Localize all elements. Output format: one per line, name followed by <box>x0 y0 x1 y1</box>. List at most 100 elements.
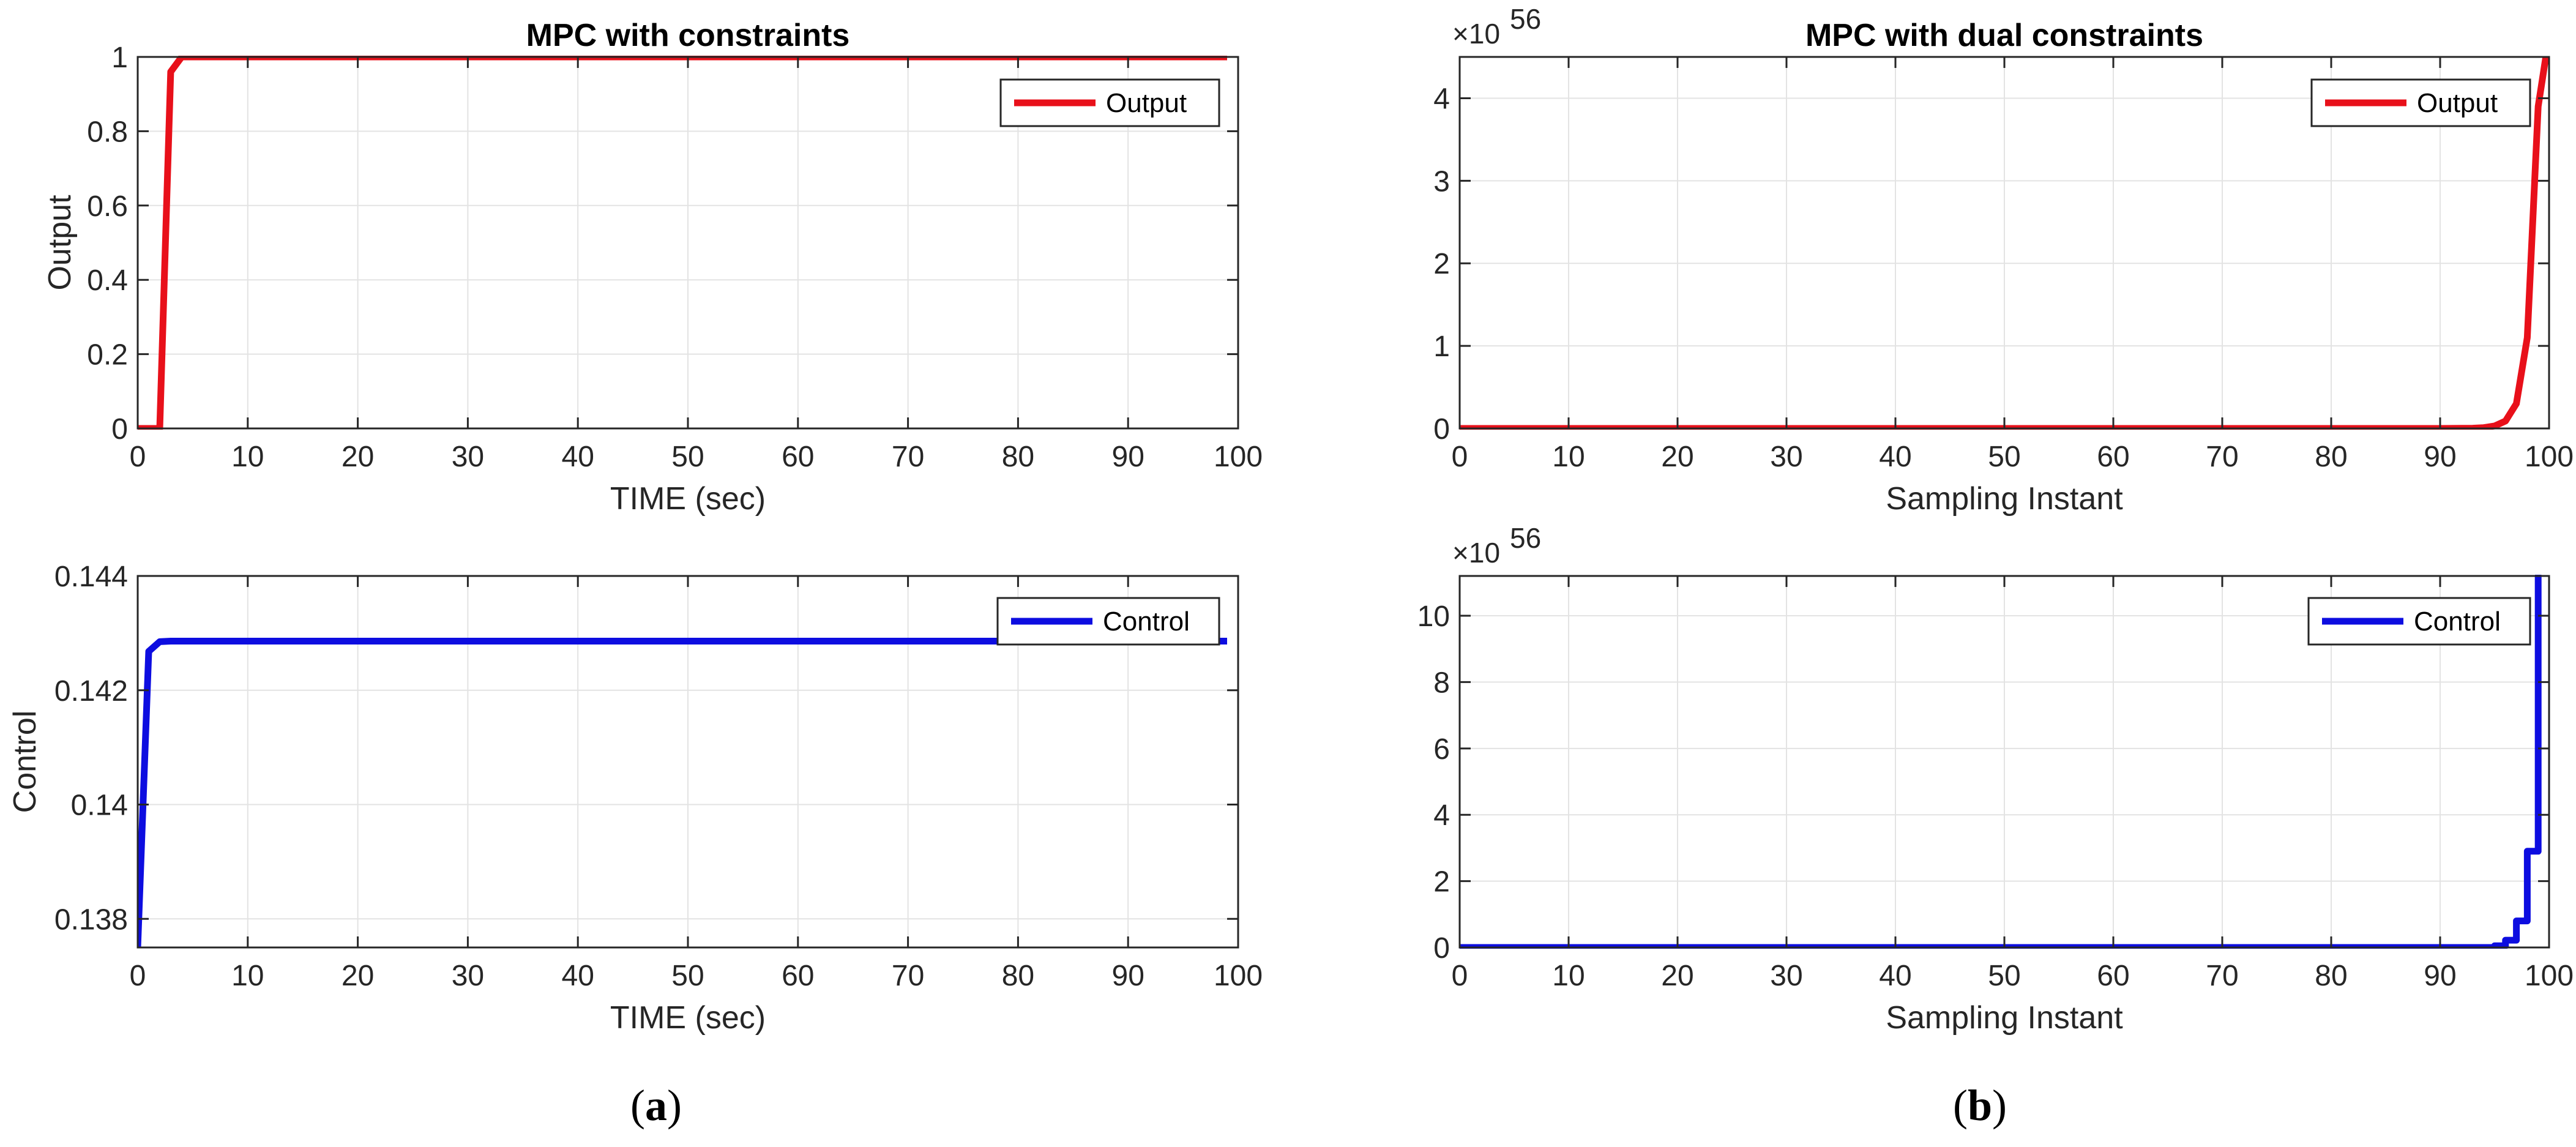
series-line-control <box>138 638 1227 948</box>
x-tick-label: 90 <box>1112 960 1144 992</box>
y-axis-label: Control <box>7 711 43 813</box>
x-tick-label: 40 <box>562 960 594 992</box>
x-tick-label: 90 <box>2424 960 2456 992</box>
x-tick-label: 0 <box>1452 960 1468 992</box>
x-tick-label: 70 <box>892 441 924 473</box>
x-tick-label: 0 <box>130 960 146 992</box>
x-tick-label: 20 <box>342 960 374 992</box>
x-tick-label: 40 <box>1879 441 1911 473</box>
x-axis-label: Sampling Instant <box>1886 481 2123 517</box>
y-tick-label: 0.14 <box>71 790 128 822</box>
y-tick-label: 8 <box>1433 667 1450 699</box>
y-tick-label: 3 <box>1433 165 1450 198</box>
x-tick-label: 10 <box>1552 441 1585 473</box>
exponent-base: ×10 <box>1452 537 1500 569</box>
x-tick-label: 100 <box>1214 960 1263 992</box>
y-tick-label: 0 <box>111 413 128 446</box>
y-tick-label: 2 <box>1433 866 1450 899</box>
x-tick-label: 30 <box>452 960 484 992</box>
x-axis-label: TIME (sec) <box>610 1000 766 1036</box>
x-tick-label: 100 <box>1214 441 1263 473</box>
x-tick-label: 50 <box>671 960 704 992</box>
caption-open-paren: ( <box>1953 1081 1968 1130</box>
x-tick-label: 20 <box>1661 441 1693 473</box>
legend-label: Output <box>2417 88 2498 118</box>
caption-open-paren: ( <box>630 1081 645 1130</box>
x-tick-label: 60 <box>2097 960 2129 992</box>
x-tick-label: 10 <box>1552 960 1585 992</box>
x-tick-label: 70 <box>2206 960 2238 992</box>
y-tick-label: 0.144 <box>54 561 128 593</box>
legend-label: Control <box>1103 607 1190 637</box>
panel-caption-a: (a) <box>630 1081 682 1130</box>
x-tick-label: 60 <box>782 441 814 473</box>
legend-label: Control <box>2414 607 2501 637</box>
y-tick-label: 6 <box>1433 733 1450 766</box>
x-tick-label: 70 <box>2206 441 2238 473</box>
y-tick-label: 2 <box>1433 248 1450 280</box>
y-axis-exponent: ×10 56 <box>1452 522 1541 569</box>
x-tick-label: 80 <box>2315 960 2347 992</box>
x-tick-label: 70 <box>892 960 924 992</box>
x-tick-label: 80 <box>1002 960 1034 992</box>
x-tick-label: 0 <box>130 441 146 473</box>
x-tick-label: 20 <box>342 441 374 473</box>
x-tick-label: 60 <box>2097 441 2129 473</box>
panel-a-top-output-chart: 0 10 20 30 40 50 60 70 80 90 100 0 0.2 0.4 0.6 0.8 1 MPC… <box>42 18 1263 517</box>
y-tick-label: 0 <box>1433 932 1450 965</box>
x-tick-label: 80 <box>2315 441 2347 473</box>
legend-label: Output <box>1106 88 1187 118</box>
x-tick-label: 30 <box>1770 441 1802 473</box>
x-tick-label: 100 <box>2525 960 2574 992</box>
caption-letter: b <box>1968 1081 1992 1130</box>
x-tick-label: 10 <box>231 441 264 473</box>
x-tick-label: 40 <box>562 441 594 473</box>
exponent-power: 56 <box>1510 522 1541 554</box>
chart-title: MPC with dual constraints <box>1805 18 2203 53</box>
x-tick-label: 100 <box>2525 441 2574 473</box>
x-axis-label: TIME (sec) <box>610 481 766 517</box>
tick-marks-and-labels: 0 10 20 30 40 50 60 70 80 90 100 0 0.2 0.4 0.6 0.8 1 <box>87 42 1263 473</box>
y-tick-label: 0.2 <box>87 339 128 372</box>
exponent-power: 56 <box>1510 3 1541 35</box>
legend: Control <box>2307 597 2531 646</box>
y-tick-label: 4 <box>1433 83 1450 115</box>
x-tick-label: 50 <box>671 441 704 473</box>
legend: Control <box>996 597 1220 646</box>
x-tick-label: 20 <box>1661 960 1693 992</box>
x-tick-label: 90 <box>1112 441 1144 473</box>
x-tick-label: 60 <box>782 960 814 992</box>
tick-marks-and-labels: 0 10 20 30 40 50 60 70 80 90 100 0 2 4 6 8 10 <box>1417 576 2574 992</box>
y-tick-label: 1 <box>1433 331 1450 363</box>
y-tick-label: 0.142 <box>54 675 128 708</box>
x-tick-label: 30 <box>452 441 484 473</box>
legend: Output <box>999 78 1220 127</box>
y-axis-label: Output <box>42 195 78 291</box>
panel-b-top-output-chart: 0 10 20 30 40 50 60 70 80 90 100 0 1 2 3 4 MPC with dua… <box>1433 3 2574 517</box>
chart-title: MPC with constraints <box>526 18 850 53</box>
y-tick-label: 1 <box>111 42 128 74</box>
caption-letter: a <box>645 1081 667 1130</box>
y-tick-label: 4 <box>1433 799 1450 832</box>
x-axis-label: Sampling Instant <box>1886 1000 2123 1036</box>
x-tick-label: 80 <box>1002 441 1034 473</box>
y-tick-label: 0.138 <box>54 903 128 936</box>
y-tick-label: 0.4 <box>87 264 128 297</box>
panel-caption-b: (b) <box>1953 1081 2007 1130</box>
exponent-base: ×10 <box>1452 18 1500 50</box>
x-tick-label: 30 <box>1770 960 1802 992</box>
legend: Output <box>2310 78 2531 127</box>
x-tick-label: 50 <box>1988 960 2020 992</box>
panel-b-bottom-control-chart: 0 10 20 30 40 50 60 70 80 90 100 0 2 4 6 8 10 Sampling I… <box>1417 522 2574 1036</box>
panel-a-bottom-control-chart: 0 10 20 30 40 50 60 70 80 90 100 0.138 0.14 0.142 0.14… <box>7 561 1263 1036</box>
x-tick-label: 90 <box>2424 441 2456 473</box>
caption-close-paren: ) <box>667 1081 682 1130</box>
y-tick-label: 0 <box>1433 413 1450 446</box>
caption-close-paren: ) <box>1992 1081 2007 1130</box>
x-tick-label: 0 <box>1452 441 1468 473</box>
x-tick-label: 40 <box>1879 960 1911 992</box>
series-lines <box>138 638 1227 948</box>
x-tick-label: 50 <box>1988 441 2020 473</box>
y-tick-label: 0.6 <box>87 190 128 223</box>
